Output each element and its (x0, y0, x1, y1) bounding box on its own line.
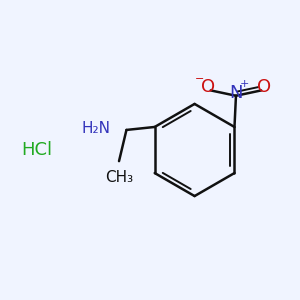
Text: +: + (240, 80, 249, 89)
Text: O: O (201, 78, 215, 96)
Text: N: N (229, 84, 243, 102)
Text: CH₃: CH₃ (105, 170, 133, 185)
Text: H₂N: H₂N (81, 121, 110, 136)
Text: O: O (257, 78, 271, 96)
Text: −: − (195, 74, 204, 84)
Text: HCl: HCl (22, 141, 52, 159)
